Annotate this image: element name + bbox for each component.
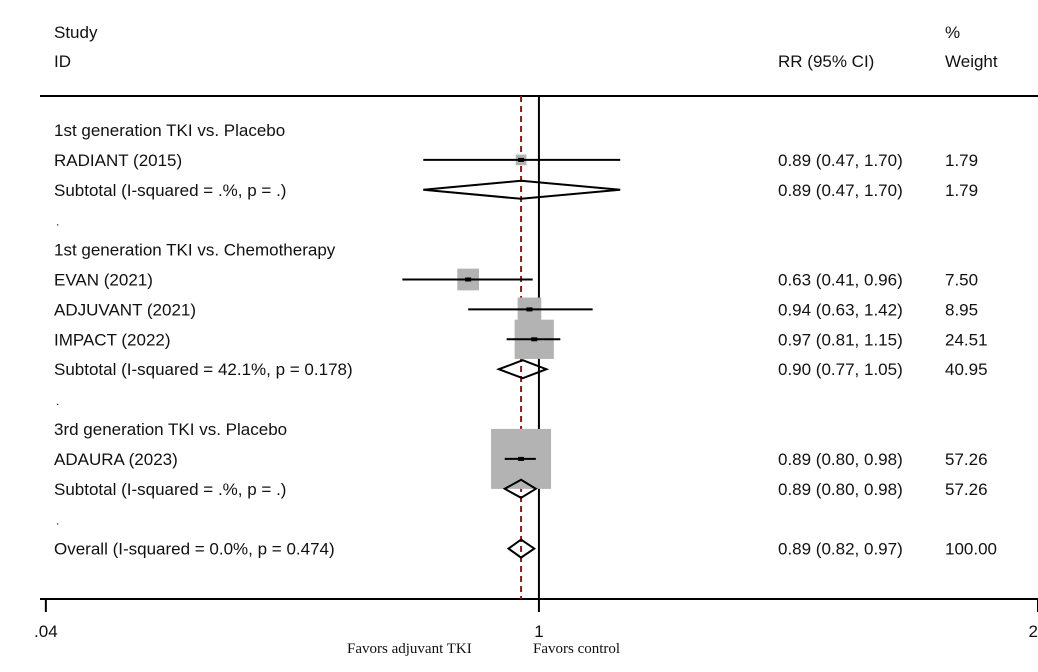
overall-label: Overall (I-squared = 0.0%, p = 0.474) xyxy=(54,540,335,559)
weight-text: 40.95 xyxy=(945,360,988,379)
header-weight: Weight xyxy=(945,52,998,71)
header-id: ID xyxy=(54,52,71,71)
weight-text: 7.50 xyxy=(945,271,978,290)
ci-text: 0.89 (0.80, 0.98) xyxy=(778,450,903,469)
subtotal-diamond xyxy=(423,179,621,200)
subtotal-label: Subtotal (I-squared = .%, p = .) xyxy=(54,181,286,200)
group-label: 1st generation TKI vs. Chemotherapy xyxy=(54,241,336,260)
spacer-dot: . xyxy=(56,514,59,528)
study-label: IMPACT (2022) xyxy=(54,330,171,349)
point-estimate xyxy=(531,337,538,342)
weight-text: 24.51 xyxy=(945,330,988,349)
point-estimate xyxy=(518,157,525,162)
point-estimate xyxy=(465,277,472,282)
header-rr: RR (95% CI) xyxy=(778,52,874,71)
header-study: Study xyxy=(54,23,98,42)
study-label: ADJUVANT (2021) xyxy=(54,300,196,319)
ci-text: 0.89 (0.82, 0.97) xyxy=(778,540,903,559)
point-estimate xyxy=(518,456,525,461)
group-label: 3rd generation TKI vs. Placebo xyxy=(54,420,287,439)
ci-text: 0.63 (0.41, 0.96) xyxy=(778,271,903,290)
forest-marks xyxy=(402,154,621,559)
study-label: RADIANT (2015) xyxy=(54,151,182,170)
study-label: EVAN (2021) xyxy=(54,271,153,290)
x-axis: .04 1 26 xyxy=(34,599,1038,641)
favors-left-label: Favors adjuvant TKI xyxy=(347,641,472,657)
header-pct: % xyxy=(945,23,960,42)
ci-text: 0.90 (0.77, 1.05) xyxy=(778,360,903,379)
ci-text: 0.89 (0.47, 1.70) xyxy=(778,181,903,200)
subtotal-diamond xyxy=(496,359,550,380)
subtotal-label: Subtotal (I-squared = 42.1%, p = 0.178) xyxy=(54,360,353,379)
subtotal-diamond xyxy=(502,478,538,499)
ci-text: 0.97 (0.81, 1.15) xyxy=(778,330,903,349)
x-tick-label: .04 xyxy=(34,622,58,641)
row-labels: 1st generation TKI vs. Placebo RADIANT (2… xyxy=(54,121,997,559)
ci-text: 0.94 (0.63, 1.42) xyxy=(778,300,903,319)
weight-text: 1.79 xyxy=(945,181,978,200)
spacer-dot: . xyxy=(56,394,59,408)
overall-diamond xyxy=(506,538,537,559)
spacer-dot: . xyxy=(56,215,59,229)
favors-right-label: Favors control xyxy=(533,641,620,657)
weight-text: 57.26 xyxy=(945,450,988,469)
study-label: ADAURA (2023) xyxy=(54,450,178,469)
point-estimate xyxy=(526,307,533,312)
weight-text: 1.79 xyxy=(945,151,978,170)
weight-text: 57.26 xyxy=(945,480,988,499)
x-tick-label: 26 xyxy=(1029,622,1038,641)
weight-text: 8.95 xyxy=(945,300,978,319)
weight-text: 100.00 xyxy=(945,540,997,559)
group-label: 1st generation TKI vs. Placebo xyxy=(54,121,285,140)
x-tick-label: 1 xyxy=(534,622,543,641)
ci-text: 0.89 (0.47, 1.70) xyxy=(778,151,903,170)
subtotal-label: Subtotal (I-squared = .%, p = .) xyxy=(54,480,286,499)
ci-text: 0.89 (0.80, 0.98) xyxy=(778,480,903,499)
